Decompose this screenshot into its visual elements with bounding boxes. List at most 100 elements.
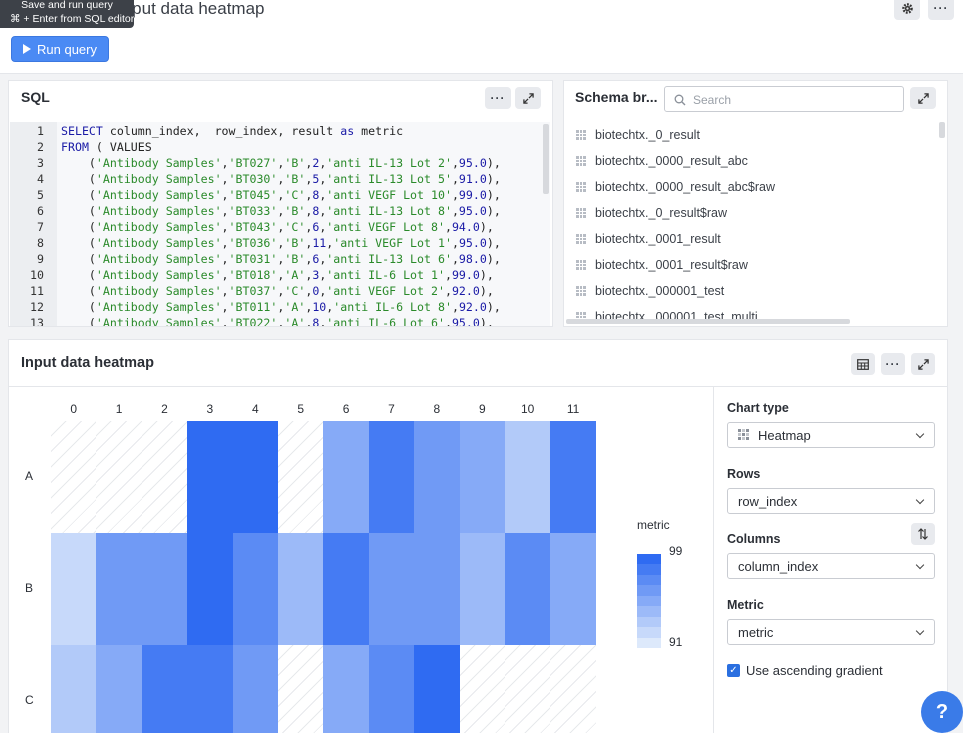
heatmap-column-label: 7 bbox=[388, 402, 395, 416]
sql-token: 'B' bbox=[284, 252, 306, 266]
sql-line: 13 ('Antibody Samples','BT022','A',8,'an… bbox=[10, 315, 550, 326]
heatmap-cell[interactable] bbox=[278, 421, 324, 533]
table-grid-icon bbox=[576, 182, 586, 192]
schema-table-item[interactable]: biotechtx._0_result bbox=[576, 125, 700, 145]
schema-table-item[interactable]: biotechtx._0001_result bbox=[576, 229, 721, 249]
heatmap-cell[interactable] bbox=[550, 533, 597, 645]
heatmap-cell[interactable] bbox=[459, 645, 506, 733]
heatmap-cell[interactable] bbox=[232, 645, 279, 733]
sql-scrollbar[interactable] bbox=[543, 124, 549, 194]
schema-search-input[interactable] bbox=[693, 91, 893, 108]
sql-token: 95.0 bbox=[458, 204, 487, 218]
table-view-button[interactable] bbox=[851, 353, 875, 375]
heatmap-cell[interactable] bbox=[550, 421, 597, 533]
heatmap-cell[interactable] bbox=[323, 421, 370, 533]
run-query-button[interactable]: Run query bbox=[11, 36, 109, 62]
heatmap-cell[interactable] bbox=[505, 421, 551, 533]
sql-line-text: ('Antibody Samples','BT045','C',8,'anti … bbox=[61, 187, 501, 203]
heatmap-cell[interactable] bbox=[141, 533, 188, 645]
heatmap-cell[interactable] bbox=[323, 645, 370, 733]
sql-editor[interactable]: 1 SELECT column_index, row_index, result … bbox=[10, 122, 550, 326]
heatmap-cell[interactable] bbox=[368, 421, 415, 533]
chart-more-button[interactable]: ··· bbox=[881, 353, 905, 375]
sql-token: , bbox=[305, 188, 313, 202]
heatmap-cell[interactable] bbox=[505, 533, 551, 645]
schema-expand-button[interactable] bbox=[910, 87, 936, 109]
sql-token: ), bbox=[479, 268, 494, 282]
heatmap-cell[interactable] bbox=[414, 421, 461, 533]
chart-type-select[interactable]: Heatmap bbox=[727, 422, 935, 448]
schema-scrollbar-horizontal[interactable] bbox=[566, 319, 850, 324]
heatmap-cell[interactable] bbox=[96, 421, 143, 533]
heatmap-cell[interactable] bbox=[51, 533, 97, 645]
schema-scrollbar-vertical[interactable] bbox=[939, 122, 945, 138]
heatmap-cell[interactable] bbox=[278, 533, 324, 645]
chart-expand-button[interactable] bbox=[911, 353, 935, 375]
ascending-gradient-label: Use ascending gradient bbox=[746, 663, 883, 678]
heatmap-cell[interactable] bbox=[505, 645, 551, 733]
sql-line: 10 ('Antibody Samples','BT018','A',3,'an… bbox=[10, 267, 550, 283]
legend-swatch bbox=[637, 616, 661, 628]
heatmap-cell[interactable] bbox=[414, 533, 461, 645]
controls-divider bbox=[713, 387, 714, 733]
sql-line: 4 ('Antibody Samples','BT030','B',5,'ant… bbox=[10, 171, 550, 187]
ascending-gradient-checkbox[interactable]: ✓ bbox=[727, 664, 740, 677]
heatmap-cell[interactable] bbox=[232, 421, 279, 533]
metric-select[interactable]: metric bbox=[727, 619, 935, 645]
schema-table-item[interactable]: biotechtx._0000_result_abc bbox=[576, 151, 748, 171]
sql-token: 'Antibody Samples' bbox=[95, 172, 222, 186]
sql-token: 95.0 bbox=[458, 236, 487, 250]
heatmap-cell[interactable] bbox=[187, 421, 234, 533]
heatmap-cell[interactable] bbox=[232, 533, 279, 645]
table-grid-icon bbox=[576, 156, 586, 166]
more-options-button[interactable]: ··· bbox=[928, 0, 954, 20]
heatmap-cell[interactable] bbox=[459, 421, 506, 533]
columns-label: Columns bbox=[727, 532, 781, 546]
heatmap-cell[interactable] bbox=[278, 645, 324, 733]
schema-table-item[interactable]: biotechtx._0_result$raw bbox=[576, 203, 727, 223]
heatmap-cell[interactable] bbox=[141, 421, 188, 533]
schema-table-item[interactable]: biotechtx._0001_result$raw bbox=[576, 255, 748, 275]
heatmap-cell[interactable] bbox=[51, 421, 97, 533]
sql-token: , bbox=[305, 268, 313, 282]
sql-token: ), bbox=[479, 316, 494, 326]
rows-select[interactable]: row_index bbox=[727, 488, 935, 514]
sql-token: 'BT045' bbox=[228, 188, 278, 202]
sql-line: 1 SELECT column_index, row_index, result … bbox=[10, 123, 550, 139]
heatmap-cell[interactable] bbox=[187, 645, 234, 733]
heatmap-cell[interactable] bbox=[323, 533, 370, 645]
columns-select[interactable]: column_index bbox=[727, 553, 935, 579]
help-button[interactable]: ? bbox=[921, 691, 963, 733]
sql-token: 6 bbox=[312, 252, 320, 266]
heatmap-cell[interactable] bbox=[141, 645, 188, 733]
heatmap-row-label: B bbox=[25, 581, 34, 595]
heatmap-cell[interactable] bbox=[96, 645, 143, 733]
heatmap-cell[interactable] bbox=[550, 645, 597, 733]
heatmap-cell[interactable] bbox=[459, 533, 506, 645]
sql-token: ), bbox=[486, 252, 501, 266]
sql-token: ( bbox=[61, 204, 96, 218]
sql-token: , bbox=[319, 284, 327, 298]
schema-table-item[interactable]: biotechtx._0000_result_abc$raw bbox=[576, 177, 775, 197]
legend-max-label: 99 bbox=[669, 544, 683, 558]
sql-token: SELECT bbox=[61, 124, 110, 138]
heatmap-cell[interactable] bbox=[368, 645, 415, 733]
legend-swatch bbox=[637, 574, 661, 586]
schema-table-item[interactable]: biotechtx._000001_test bbox=[576, 281, 724, 301]
schema-search-box[interactable] bbox=[664, 86, 904, 112]
sql-token: 'anti IL-6 Lot 8' bbox=[333, 300, 452, 314]
sql-more-button[interactable]: ··· bbox=[485, 87, 511, 109]
settings-button[interactable] bbox=[894, 0, 920, 20]
heatmap-cell[interactable] bbox=[96, 533, 143, 645]
sql-token: ), bbox=[479, 284, 494, 298]
chart-panel-title: Input data heatmap bbox=[21, 355, 154, 371]
sql-token: , bbox=[305, 220, 313, 234]
heatmap-cell[interactable] bbox=[187, 533, 234, 645]
heatmap-cell[interactable] bbox=[414, 645, 461, 733]
heatmap-cell[interactable] bbox=[51, 645, 97, 733]
sql-token: , bbox=[305, 172, 313, 186]
swap-rows-columns-button[interactable] bbox=[911, 523, 935, 545]
sql-token: , bbox=[451, 300, 459, 314]
heatmap-cell[interactable] bbox=[368, 533, 415, 645]
sql-expand-button[interactable] bbox=[515, 87, 541, 109]
